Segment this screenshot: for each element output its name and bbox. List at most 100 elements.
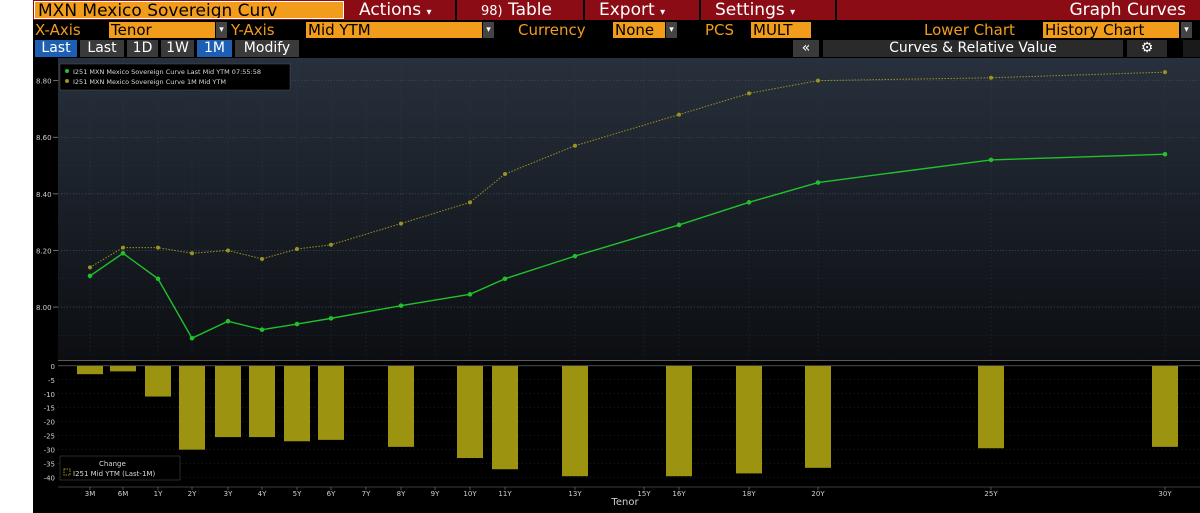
last-toggle-button[interactable]: Last (35, 40, 77, 57)
lower-chart-select[interactable]: History Chart (1043, 22, 1179, 38)
series-1m-point (989, 75, 993, 80)
series-last-point (225, 318, 231, 324)
settings-label: Settings (715, 0, 785, 20)
export-menu[interactable]: Export ▾ (599, 0, 665, 23)
x-tick-label: 6Y (327, 490, 336, 498)
caret-down-icon[interactable]: ▾ (666, 22, 677, 38)
series-last-point (676, 222, 682, 228)
upper-legend: I251 MXN Mexico Sovereign Curve Last Mid… (59, 63, 291, 91)
x-tick-label: 8Y (397, 490, 406, 498)
caret-down-icon[interactable]: ▾ (483, 22, 494, 38)
x-axis-title: Tenor (610, 497, 639, 508)
series-1m-point (573, 143, 577, 148)
yaxis-label: Y-Axis (231, 21, 275, 39)
x-tick-label: 1Y (154, 490, 163, 498)
actions-label: Actions (359, 0, 422, 20)
change-bar (457, 365, 483, 459)
series-last-point (815, 180, 821, 185)
lower-y-tick-label: -15 (44, 405, 55, 413)
actions-menu[interactable]: Actions ▾ (359, 0, 432, 23)
x-tick-label: 30Y (1158, 490, 1172, 498)
x-tick-label: 3M (85, 490, 96, 498)
table-menu[interactable]: 98) Table (481, 0, 552, 22)
scroll-handle[interactable] (1183, 40, 1200, 57)
x-tick-label: 9Y (431, 490, 440, 498)
legend-title-change: Change (99, 460, 126, 468)
x-tick-label: 11Y (498, 490, 512, 498)
lower-y-tick-label: -25 (44, 433, 55, 441)
x-tick-label: 5Y (293, 490, 302, 498)
caret-down-icon[interactable]: ▾ (216, 22, 227, 38)
change-bar (736, 365, 762, 474)
divider (835, 0, 837, 20)
settings-menu[interactable]: Settings ▾ (715, 0, 795, 23)
change-bar (179, 365, 205, 450)
xaxis-select[interactable]: Tenor (109, 22, 215, 38)
gear-icon[interactable]: ⚙ (1127, 40, 1167, 57)
change-bars (58, 365, 1200, 477)
series-1m-point (399, 221, 403, 226)
change-bar (805, 365, 831, 468)
series-1m-line (89, 71, 1166, 268)
series-1m-point (295, 247, 299, 252)
last-button[interactable]: Last (80, 40, 124, 57)
1w-button[interactable]: 1W (161, 40, 194, 57)
series-last-point (259, 327, 265, 332)
lower-chart-label: Lower Chart (924, 21, 1015, 39)
double-chevron-left-icon[interactable]: « (793, 40, 819, 57)
lower-plot-area (58, 361, 1200, 489)
upper-y-tick-label: 8.00 (36, 304, 52, 312)
divider (699, 0, 701, 20)
upper-y-tick-label: 8.40 (36, 191, 52, 199)
change-bar (110, 365, 136, 372)
upper-plot-area (58, 58, 1200, 360)
x-tick-label: 7Y (362, 490, 371, 498)
series-1m-point (468, 200, 472, 205)
series-last-point (746, 200, 752, 205)
change-bar (215, 365, 241, 438)
1d-button[interactable]: 1D (127, 40, 158, 57)
series-1m-point (88, 265, 92, 270)
series-last-point (502, 276, 508, 282)
change-bar (284, 365, 310, 442)
change-bar (388, 365, 414, 447)
1m-button[interactable]: 1M (197, 40, 232, 57)
x-tick-label: 10Y (463, 490, 477, 498)
period-toolbar: Last Last 1D 1W 1M Modify « Curves & Rel… (33, 39, 1200, 58)
pcs-field[interactable]: MULT (751, 22, 811, 38)
series-last-point (155, 276, 161, 282)
series-last-point (294, 321, 300, 327)
series-1m-point (1163, 70, 1167, 75)
yaxis-select[interactable]: Mid YTM (306, 22, 482, 38)
change-bar (666, 365, 692, 477)
modify-button[interactable]: Modify (235, 40, 299, 57)
currency-label: Currency (518, 21, 586, 39)
change-bar (145, 365, 171, 397)
x-tick-label: 18Y (742, 490, 756, 498)
series-last-point (328, 316, 334, 321)
x-tick-label: 16Y (672, 490, 686, 498)
legend-swatch-change (63, 468, 71, 476)
series-1m-point (329, 242, 333, 247)
x-tick-label: 3Y (224, 490, 233, 498)
section-title: Curves & Relative Value (823, 40, 1123, 57)
change-bar (77, 365, 103, 375)
series-1m-point (226, 248, 230, 253)
caret-down-icon: ▾ (790, 7, 796, 18)
series-last-point (1162, 151, 1168, 157)
series-1m-mid-ytm (88, 70, 1167, 270)
currency-select[interactable]: None (613, 22, 665, 38)
caret-down-icon[interactable]: ▾ (1181, 22, 1192, 38)
series-1m-point (503, 172, 507, 177)
legend-label-last: I251 MXN Mexico Sovereign Curve Last Mid… (73, 68, 261, 76)
series-1m-point (121, 245, 125, 250)
upper-grid (58, 58, 1200, 358)
legend-label-change: I251 Mid YTM (Last-1M) (73, 470, 155, 478)
x-tick-label: 4Y (258, 490, 267, 498)
change-bar (1152, 365, 1178, 447)
x-tick-label: 6M (118, 490, 129, 498)
security-title-field[interactable]: MXN Mexico Sovereign Curv (34, 1, 344, 19)
x-tick-label: 15Y (637, 490, 651, 498)
caret-down-icon: ▾ (426, 7, 432, 18)
lower-y-tick-label: 0 (51, 363, 55, 371)
